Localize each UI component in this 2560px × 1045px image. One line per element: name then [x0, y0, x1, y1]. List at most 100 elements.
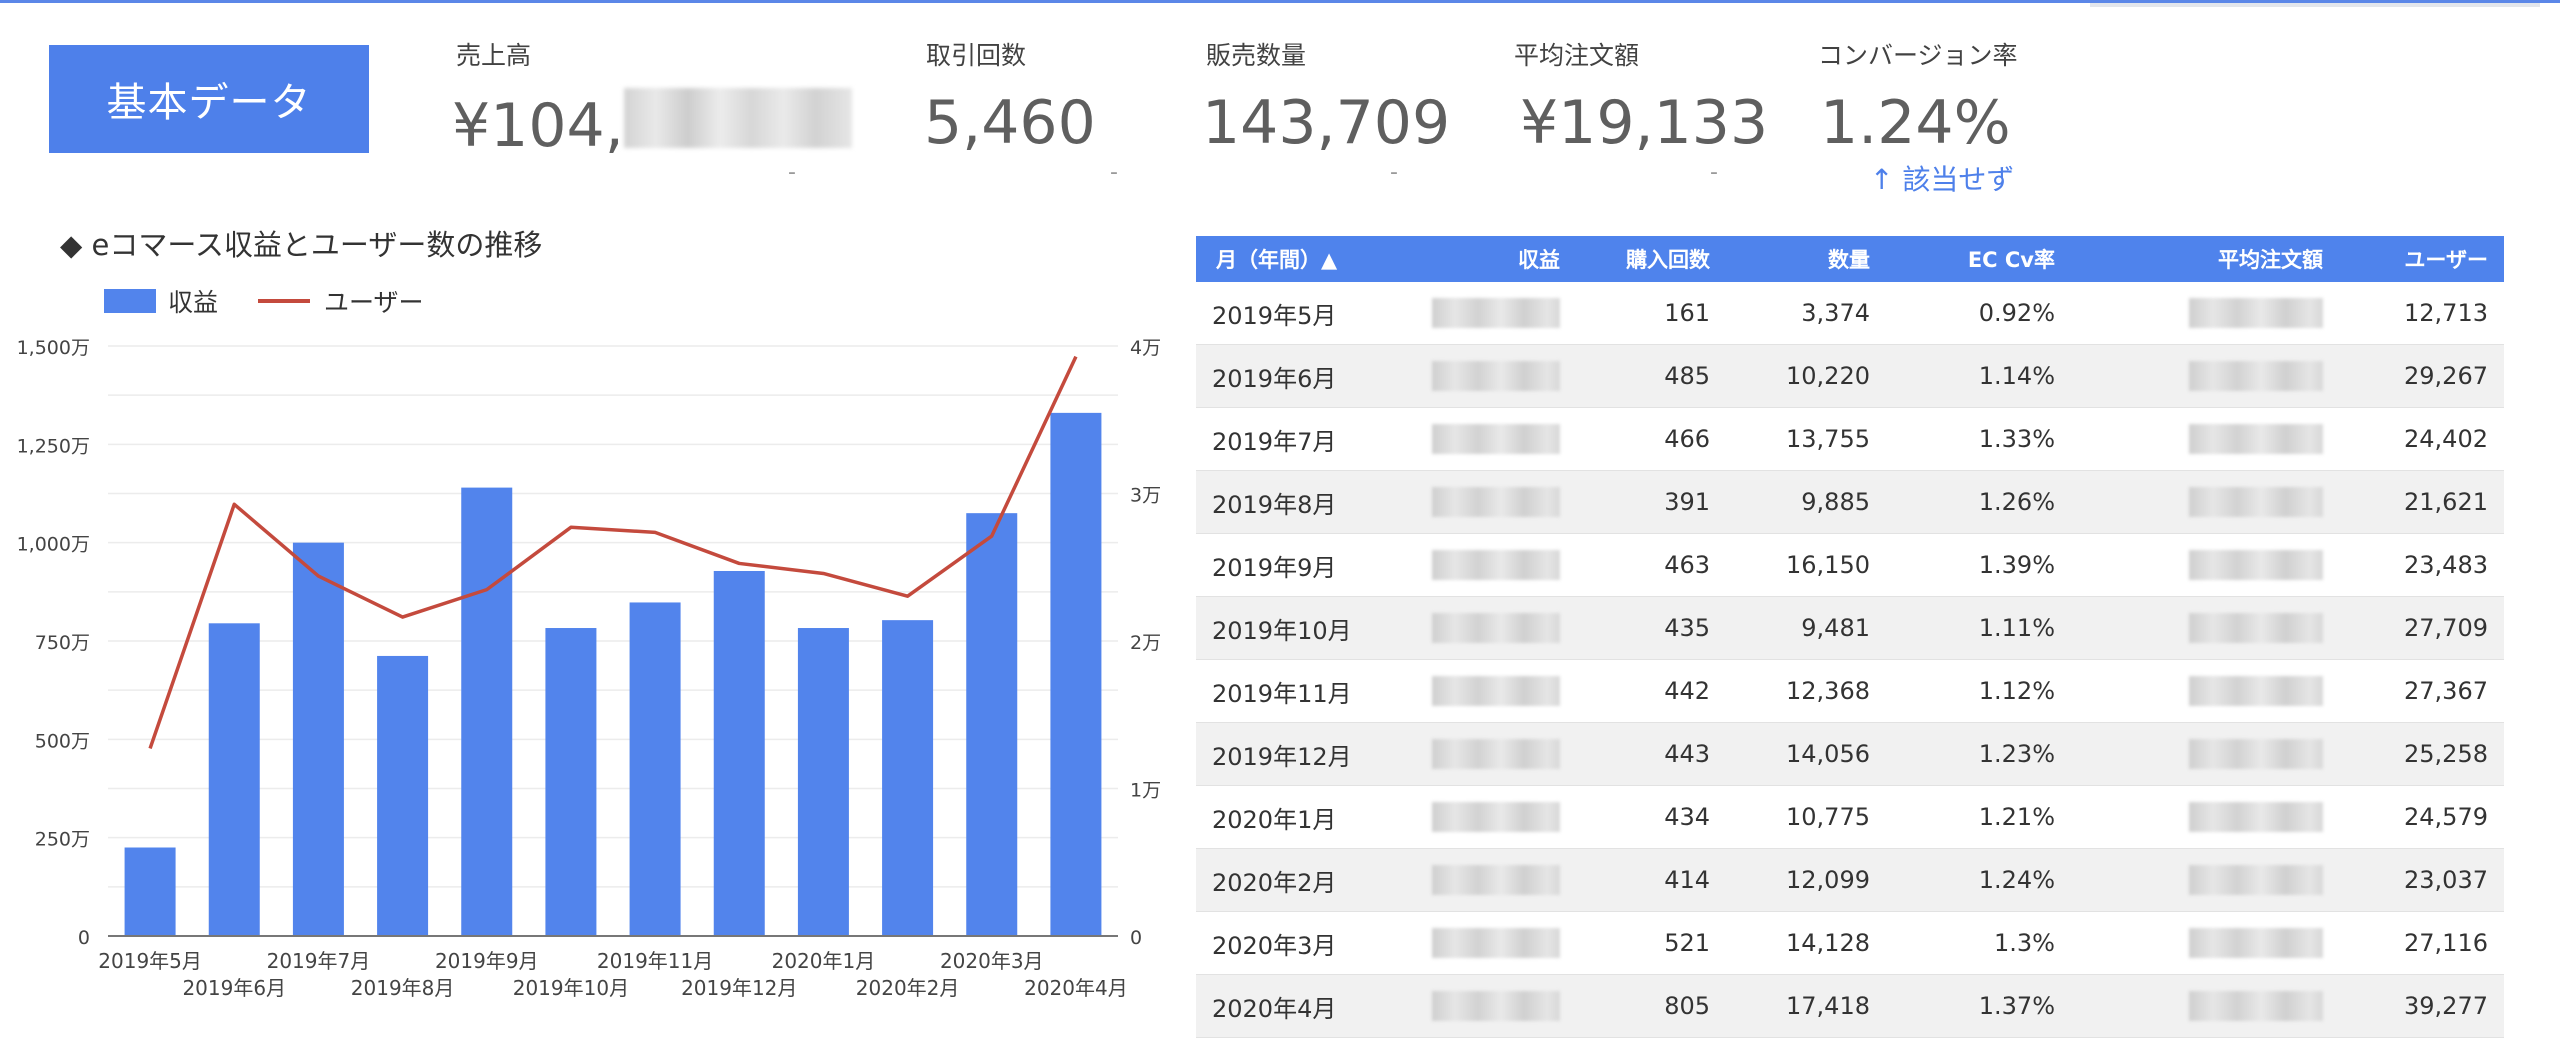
redacted-value	[2189, 676, 2323, 706]
table-cell: 414	[1664, 866, 1710, 894]
table-cell	[2071, 802, 2339, 832]
bar-revenue	[208, 623, 260, 936]
table-cell: 1.11%	[1978, 614, 2055, 642]
table-cell: 805	[1664, 992, 1710, 1020]
table-cell: 39,277	[2404, 992, 2488, 1020]
x-tick-label: 2019年9月	[435, 949, 539, 973]
table-cell	[1416, 361, 1576, 391]
table-cell: 12,099	[1786, 866, 1870, 894]
table-cell: 25,258	[2404, 740, 2488, 768]
column-header[interactable]: 月（年間）▲	[1216, 248, 1338, 272]
table-cell	[1416, 613, 1576, 643]
x-tick-label: 2019年8月	[351, 976, 455, 1000]
kpi-conversion-label: コンバージョン率	[1818, 41, 2018, 70]
table-cell	[1416, 676, 1576, 706]
chart-legend[interactable]: 収益 ユーザー	[104, 283, 424, 319]
legend-label-users: ユーザー	[324, 288, 424, 317]
table-row: 2019年10月 435 9,481 1.11% 27,709	[1196, 597, 2504, 660]
x-tick-label: 2020年2月	[856, 976, 960, 1000]
chart-title: ◆ eコマース収益とユーザー数の推移	[60, 228, 543, 262]
table-cell	[2071, 550, 2339, 580]
redacted-value	[1432, 613, 1560, 643]
table-cell: 1.39%	[1978, 551, 2055, 579]
table-cell: 1.26%	[1978, 488, 2055, 516]
table-cell: 17,418	[1786, 992, 1870, 1020]
table-body: 2019年5月 161 3,374 0.92% 12,713 2019年6月 485 10,2…	[1196, 282, 2504, 1038]
top-scrollbar[interactable]	[2090, 3, 2540, 7]
redacted-value	[2189, 865, 2323, 895]
redacted-value	[1432, 424, 1560, 454]
column-header[interactable]: EC Cv率	[1967, 248, 2055, 272]
redacted-value	[623, 88, 852, 148]
table-cell: 23,037	[2404, 866, 2488, 894]
table-cell	[1416, 739, 1576, 769]
table-cell: 1.23%	[1978, 740, 2055, 768]
table-cell	[2071, 928, 2339, 958]
table-cell	[2071, 676, 2339, 706]
table-cell: 24,579	[2404, 803, 2488, 831]
table-cell: 1.33%	[1978, 425, 2055, 453]
table-cell: 10,220	[1786, 362, 1870, 390]
bar-revenue	[1050, 412, 1102, 936]
table-cell: 29,267	[2404, 362, 2488, 390]
table-cell: 27,367	[2404, 677, 2488, 705]
table-row: 2020年1月 434 10,775 1.21% 24,579	[1196, 786, 2504, 849]
redacted-value	[1432, 487, 1560, 517]
table-cell: 1.24%	[1978, 866, 2055, 894]
redacted-value	[1432, 739, 1560, 769]
kpi-transactions-value: 5,460	[924, 88, 1096, 158]
table-cell: 521	[1664, 929, 1710, 957]
bar-revenue	[797, 628, 849, 936]
column-header[interactable]: ユーザー	[2404, 248, 2488, 272]
legend-label-revenue: 収益	[168, 288, 219, 317]
table-cell: 463	[1664, 551, 1710, 579]
column-header[interactable]: 平均注文額	[2218, 248, 2323, 272]
table-row: 2020年2月 414 12,099 1.24% 23,037	[1196, 849, 2504, 912]
bar-revenue	[124, 847, 176, 936]
redacted-value	[2189, 424, 2323, 454]
table-cell: 23,483	[2404, 551, 2488, 579]
table-cell: 2020年4月	[1212, 994, 1337, 1023]
redacted-value	[1432, 676, 1560, 706]
kpi-revenue-delta: -	[788, 160, 796, 185]
redacted-value	[1432, 802, 1560, 832]
redacted-value	[1432, 865, 1560, 895]
table-cell: 12,713	[2404, 299, 2488, 327]
x-tick-label: 2020年4月	[1024, 976, 1128, 1000]
x-tick-label: 2019年11月	[597, 949, 713, 973]
redacted-value	[2189, 928, 2323, 958]
column-header[interactable]: 収益	[1518, 248, 1560, 272]
x-tick-label: 2019年6月	[182, 976, 286, 1000]
y-right-tick-label: 3万	[1130, 485, 1160, 507]
bar-revenue	[882, 620, 934, 936]
bar-revenue	[461, 487, 513, 936]
table-cell: 391	[1664, 488, 1710, 516]
bar-revenue	[629, 602, 681, 936]
y-right-tick-label: 0	[1130, 927, 1142, 949]
bar-revenue	[292, 542, 344, 936]
table-cell: 27,116	[2404, 929, 2488, 957]
y-right-tick-label: 2万	[1130, 632, 1160, 654]
y-left-tick-label: 1,500万	[17, 337, 90, 359]
table-row: 2019年6月 485 10,220 1.14% 29,267	[1196, 345, 2504, 408]
table-cell: 2019年8月	[1212, 490, 1337, 519]
y-left-tick-label: 1,000万	[17, 534, 90, 556]
table-cell: 442	[1664, 677, 1710, 705]
table-cell: 2019年5月	[1212, 301, 1337, 330]
line-users	[148, 355, 1078, 750]
table-cell: 14,056	[1786, 740, 1870, 768]
table-cell: 9,481	[1801, 614, 1870, 642]
kpi-quantity-value: 143,709	[1202, 88, 1451, 158]
redacted-value	[2189, 991, 2323, 1021]
column-header[interactable]: 購入回数	[1626, 248, 1710, 272]
column-header[interactable]: 数量	[1828, 248, 1870, 272]
table-cell: 2019年6月	[1212, 364, 1337, 393]
y-right-tick-label: 4万	[1130, 337, 1160, 359]
table-cell: 485	[1664, 362, 1710, 390]
table-cell	[1416, 928, 1576, 958]
kpi-conversion-note: ↑ 該当せず	[1870, 163, 2015, 196]
table-cell	[2071, 865, 2339, 895]
bar-revenue	[545, 628, 597, 936]
redacted-value	[1432, 361, 1560, 391]
combo-chart[interactable]: 0 250万 500万 750万 1,000万 1,250万 1,500万 0 1万 2万 3万 4万…	[0, 300, 1160, 1045]
